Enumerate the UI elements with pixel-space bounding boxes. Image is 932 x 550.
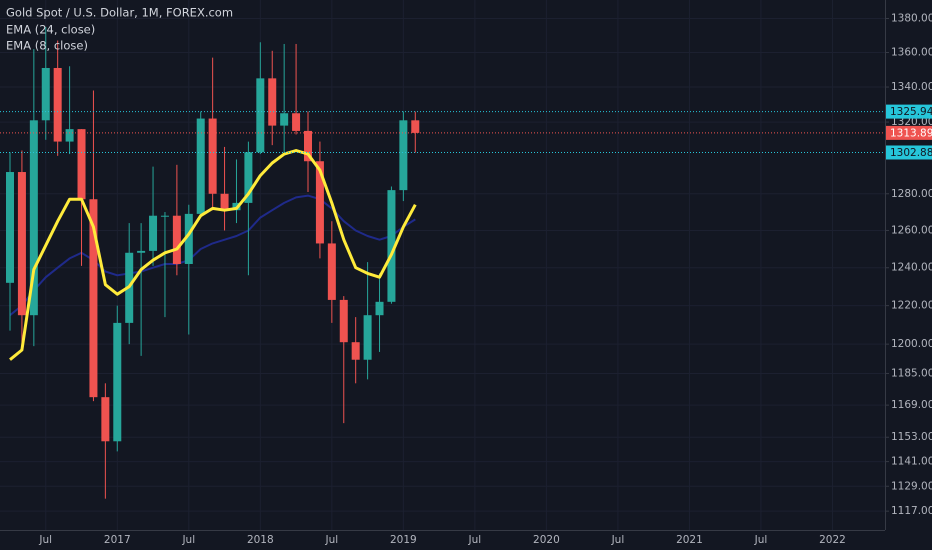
candle-body (184, 213, 193, 264)
candle-body (399, 120, 408, 191)
ema-line (9, 149, 417, 361)
price-label: 1325.94 (890, 106, 932, 118)
candle-body (53, 67, 62, 142)
x-tick-label: 2022 (819, 534, 846, 546)
plot (0, 26, 885, 499)
x-tick-label: Jul (325, 534, 339, 546)
x-tick-label: Jul (38, 534, 52, 546)
legend-entry: EMA (8, close) (6, 39, 88, 53)
y-tick-label: 1129.00 (891, 480, 932, 492)
candle-body (137, 250, 146, 253)
candle-body (327, 243, 336, 300)
candle-body (351, 342, 360, 360)
candle-body (220, 193, 229, 211)
x-tick-label: Jul (754, 534, 768, 546)
y-tick-label: 1169.00 (891, 399, 932, 411)
x-tick-label: 2020 (533, 534, 560, 546)
candle-body (387, 190, 396, 302)
candle-body (149, 215, 158, 251)
candle-body (339, 299, 348, 343)
candle-body (101, 397, 110, 442)
candle-body (77, 129, 86, 200)
y-tick-label: 1153.00 (891, 431, 932, 443)
candle-body (411, 120, 420, 133)
y-tick-label: 1380.00 (891, 12, 932, 24)
candle-body (208, 118, 217, 194)
price-label: 1302.88 (890, 147, 932, 159)
candle-body (6, 172, 14, 283)
x-tick-label: Jul (611, 534, 625, 546)
candle-body (65, 129, 74, 142)
candle-body (17, 172, 26, 316)
candle-body (315, 161, 324, 244)
candle-body (41, 67, 50, 121)
price-label: 1313.89 (890, 127, 932, 139)
y-tick-label: 1280.00 (891, 188, 932, 200)
y-tick-label: 1240.00 (891, 262, 932, 274)
x-tick-label: Jul (181, 534, 195, 546)
x-tick-label: 2018 (247, 534, 274, 546)
candle-body (268, 78, 277, 126)
candle-body (160, 215, 169, 217)
price-label-box (886, 125, 932, 140)
candle-body (363, 315, 372, 360)
candle-body (172, 215, 181, 264)
axes: 1117.00 1129.00 1141.00 1153.00 1169.00 1185.… (38, 12, 932, 546)
x-tick-label: Jul (468, 534, 482, 546)
candle-body (280, 113, 289, 126)
legend-entry: EMA (24, close) (6, 23, 95, 37)
y-tick-label: 1260.00 (891, 224, 932, 236)
price-label-box (886, 145, 932, 160)
x-tick-label: 2021 (676, 534, 703, 546)
y-tick-label: 1141.00 (891, 456, 932, 468)
y-tick-label: 1117.00 (891, 505, 932, 517)
y-tick-label: 1360.00 (891, 47, 932, 59)
candle-body (256, 78, 265, 153)
y-tick-label: 1185.00 (891, 367, 932, 379)
candle-body (113, 322, 122, 442)
candle-body (304, 130, 312, 162)
y-tick-label: 1320.00 (891, 116, 932, 128)
price-label-box (886, 104, 932, 119)
candle-body (89, 199, 98, 398)
y-tick-label: 1220.00 (891, 300, 932, 312)
candle-body (244, 152, 253, 203)
candle-body (375, 301, 384, 316)
y-tick-label: 1340.00 (891, 81, 932, 93)
candle-body (292, 113, 301, 131)
ema-line (9, 194, 416, 316)
y-tick-label: 1200.00 (891, 338, 932, 350)
candle-body (29, 120, 38, 316)
candle-body (196, 118, 205, 214)
x-tick-label: 2017 (104, 534, 131, 546)
x-tick-label: 2019 (390, 534, 417, 546)
chart-title: Gold Spot / U.S. Dollar, 1M, FOREX.com (6, 6, 233, 20)
